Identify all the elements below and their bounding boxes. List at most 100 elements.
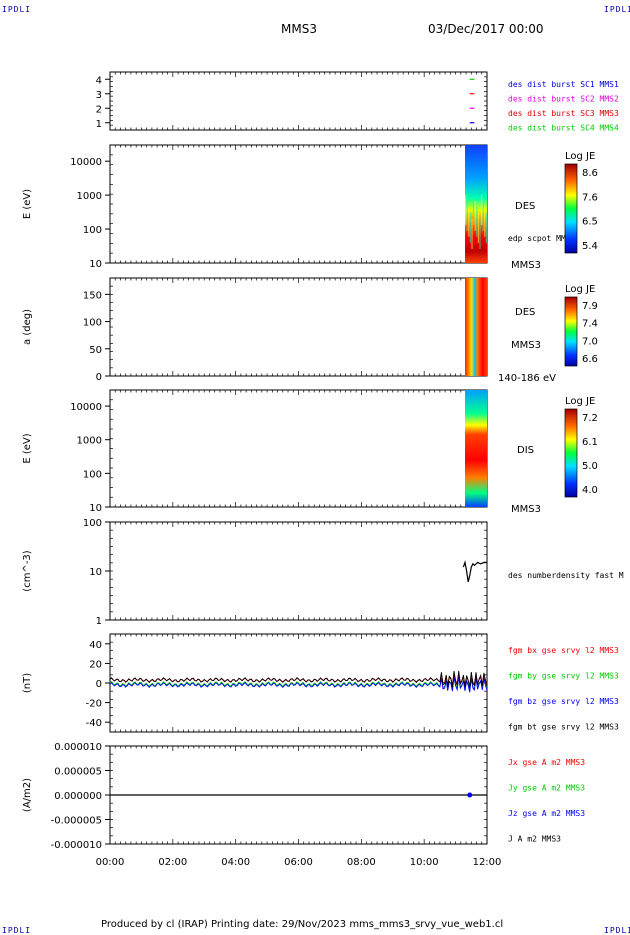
x-tick-label: 10:00	[410, 857, 439, 868]
colorbar-tick-label: 6.6	[582, 354, 598, 365]
x-tick-label: 08:00	[347, 857, 376, 868]
panel-label-mms3: MMS3	[511, 260, 541, 271]
bfield-by-line	[109, 676, 488, 691]
colorbar-tick-label: 7.2	[582, 413, 598, 424]
footer-credits: Produced by cl (IRAP) Printing date: 29/…	[101, 919, 504, 930]
panel-label-des-pitch: DES	[515, 307, 535, 318]
x-tick-label: 12:00	[473, 857, 502, 868]
y-tick-label: 10	[89, 567, 102, 578]
des-energy-texture	[479, 219, 481, 249]
y-tick-label: 1	[96, 119, 102, 130]
series-label-bfield: fgm by gse srvy l2 MMS3	[508, 672, 619, 681]
y-tick-label: 2	[96, 104, 102, 115]
y-tick-label: 100	[83, 518, 102, 529]
y-axis-title-dis-energy: E (eV)	[22, 433, 33, 463]
des-pitch-spectrogram	[465, 278, 487, 376]
y-tick-label: 1000	[77, 436, 102, 447]
legend-entry: des dist burst SC1 MMS1	[508, 80, 619, 89]
series-label-current: J A m2 MMS3	[508, 835, 561, 844]
y-tick-label: 0.000005	[54, 767, 102, 778]
x-tick-label: 04:00	[221, 857, 250, 868]
series-label-density: des numberdensity fast M	[508, 571, 624, 580]
series-label-bfield: fgm bx gse srvy l2 MMS3	[508, 646, 619, 655]
panel-label-mms3-pitch: MMS3	[511, 340, 541, 351]
des-energy-texture	[471, 219, 473, 249]
y-tick-label: 10	[89, 259, 102, 270]
y-tick-label: 0	[96, 679, 102, 690]
des-energy-texture	[466, 201, 468, 231]
y-tick-label: -0.000010	[51, 840, 102, 851]
current-burst-marker	[467, 792, 473, 798]
legend-entry: des dist burst SC4 MMS4	[508, 124, 619, 133]
des-energy-texture	[484, 207, 486, 237]
y-tick-label: 0.000010	[54, 742, 102, 753]
y-tick-label: 3	[96, 90, 102, 101]
y-tick-label: 50	[89, 345, 102, 356]
y-tick-label: 0.000000	[54, 791, 102, 802]
colorbar-1	[564, 163, 578, 254]
colorbar-tick-label: 6.5	[582, 217, 598, 228]
y-axis-title-bfield: (nT)	[22, 673, 33, 693]
datetime-title: 03/Dec/2017 00:00	[428, 22, 544, 36]
bfield-bz-line	[109, 676, 488, 693]
y-tick-label: -40	[86, 718, 102, 729]
x-tick-label: 06:00	[284, 857, 313, 868]
panel-frame-3	[109, 389, 488, 508]
corner-label-bottom-right: IPDLI	[604, 926, 630, 935]
colorbar-title-3: Log JE	[565, 396, 595, 407]
x-tick-label: 00:00	[96, 857, 125, 868]
series-label-current: Jy gse A m2 MMS3	[508, 784, 585, 793]
des-energy-texture	[476, 207, 478, 237]
des-energy-texture	[473, 195, 475, 225]
density-series-line	[462, 560, 487, 583]
colorbar-tick-label: 7.6	[582, 192, 598, 203]
panel-frame-2	[109, 277, 488, 377]
des-energy-texture	[481, 195, 483, 225]
colorbar-tick-label: 5.0	[582, 461, 598, 472]
colorbar-tick-label: 4.0	[582, 485, 598, 496]
panel-label-scpot: edp scpot MMS3	[508, 234, 576, 243]
y-tick-label: 20	[89, 659, 102, 670]
series-label-current: Jz gse A m2 MMS3	[508, 809, 585, 818]
des-energy-texture	[468, 207, 470, 237]
y-tick-label: 40	[89, 640, 102, 651]
colorbar-tick-label: 7.4	[582, 319, 598, 330]
colorbar-tick-label: 7.0	[582, 336, 598, 347]
colorbar-title-2: Log JE	[565, 284, 595, 295]
panel-label-dis: DIS	[517, 445, 534, 456]
y-tick-label: 100	[83, 225, 102, 236]
colorbar-tick-label: 5.4	[582, 241, 598, 252]
panel-frame-1	[109, 144, 488, 264]
spacecraft-title: MMS3	[281, 22, 317, 36]
colorbar-2	[564, 296, 578, 367]
y-tick-label: -0.000005	[51, 816, 102, 827]
series-label-bfield: fgm bt gse srvy l2 MMS3	[508, 723, 619, 732]
y-axis-title-density: (cm^-3)	[22, 550, 33, 591]
y-axis-title-current: (A/m2)	[22, 778, 33, 812]
panel-label-des: DES	[515, 201, 535, 212]
legend-entry: des dist burst SC3 MMS3	[508, 109, 619, 118]
corner-label-bottom-left: IPDLI	[2, 926, 32, 935]
y-tick-label: 1	[96, 616, 102, 627]
corner-label-top-right: IPDLI	[604, 5, 630, 14]
y-tick-label: 0	[96, 372, 102, 383]
des-energy-texture	[474, 201, 476, 231]
corner-label-top-left: IPDLI	[2, 5, 32, 14]
y-tick-label: 10000	[70, 402, 102, 413]
y-axis-title-des-energy: E (eV)	[22, 189, 33, 219]
dis-energy-spectrogram	[465, 390, 487, 507]
y-tick-label: -20	[86, 699, 102, 710]
y-tick-label: 4	[96, 75, 102, 86]
y-tick-label: 150	[83, 290, 102, 301]
y-tick-label: 10	[89, 503, 102, 514]
panel-frame-0	[109, 71, 488, 131]
x-tick-label: 02:00	[158, 857, 187, 868]
series-label-bfield: fgm bz gse srvy l2 MMS3	[508, 697, 619, 706]
des-energy-texture	[482, 201, 484, 231]
colorbar-tick-label: 8.6	[582, 168, 598, 179]
y-tick-label: 100	[83, 469, 102, 480]
colorbar-3	[564, 408, 578, 498]
y-axis-title-pitch: a (deg)	[22, 309, 33, 345]
panel-label-energy-range: 140-186 eV	[498, 373, 556, 384]
